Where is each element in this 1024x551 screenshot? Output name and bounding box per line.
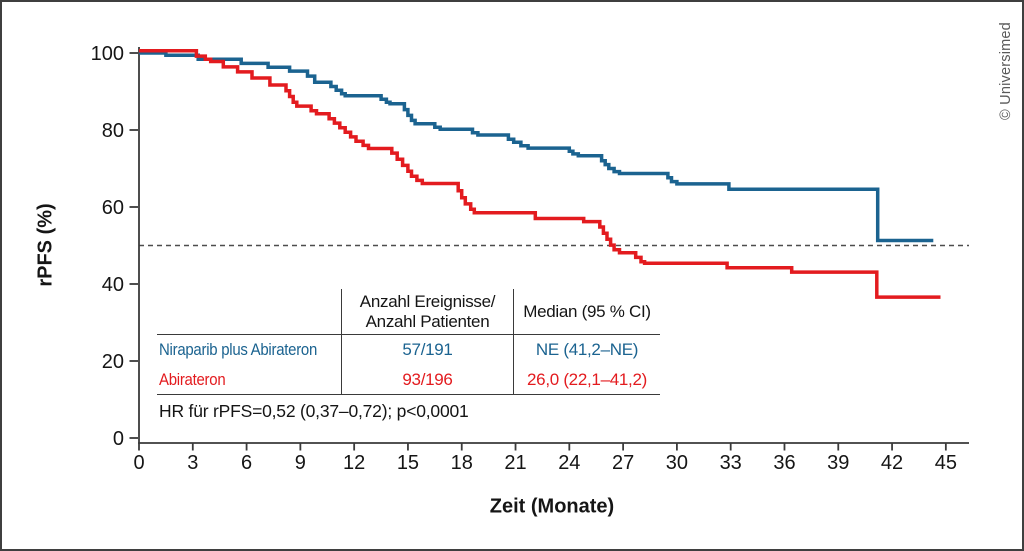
table-header-empty: [157, 289, 341, 335]
x-tick-label: 3: [187, 452, 198, 474]
table-header-events: Anzahl Ereignisse/ Anzahl Patienten: [341, 289, 513, 335]
x-tick-label: 45: [935, 452, 957, 474]
km-curve-abirateron: [139, 48, 941, 299]
table-row-events-abirateron: 93/196: [341, 365, 513, 395]
x-tick-label: 39: [827, 452, 849, 474]
x-tick-label: 36: [773, 452, 795, 474]
x-tick-label: 42: [881, 452, 903, 474]
x-tick-label: 9: [295, 452, 306, 474]
table-header-median: Median (95 % CI): [513, 289, 660, 335]
y-tick-label: 80: [102, 120, 124, 142]
y-tick-label: 100: [91, 43, 124, 65]
x-tick-label: 12: [343, 452, 365, 474]
x-tick-label: 33: [720, 452, 742, 474]
y-tick-label: 0: [113, 428, 124, 450]
table-header-events-line2: Anzahl Patienten: [365, 311, 490, 331]
x-tick-label: 24: [558, 452, 580, 474]
table-row-label-niraparib: Niraparib plus Abirateron: [157, 335, 341, 365]
table-row-median-niraparib: NE (41,2–NE): [513, 335, 660, 365]
copyright-credit: © Universimed: [998, 22, 1014, 120]
summary-table: Anzahl Ereignisse/ Anzahl Patienten Medi…: [157, 289, 660, 395]
x-axis-title: Zeit (Monate): [489, 495, 615, 518]
x-tick-label: 21: [504, 452, 526, 474]
x-tick-label: 6: [241, 452, 252, 474]
x-tick-label: 18: [451, 452, 473, 474]
y-tick-label: 40: [102, 274, 124, 296]
y-tick-label: 20: [102, 351, 124, 373]
x-tick-label: 27: [612, 452, 634, 474]
series-2-label: Abirateron: [159, 369, 226, 389]
table-row-events-niraparib: 57/191: [341, 335, 513, 365]
x-tick-label: 0: [133, 452, 144, 474]
y-axis-title: rPFS (%): [34, 203, 57, 287]
x-tick-label: 15: [397, 452, 419, 474]
table-row-label-abirateron: Abirateron: [157, 365, 341, 395]
x-tick-label: 30: [666, 452, 688, 474]
table-row-median-abirateron: 26,0 (22,1–41,2): [513, 365, 660, 395]
km-curve-niraparib-abirateron: [139, 51, 934, 243]
series-1-label: Niraparib plus Abirateron: [159, 340, 318, 359]
hazard-ratio-footnote: HR für rPFS=0,52 (0,37–0,72); p<0,0001: [159, 401, 469, 421]
table-header-events-line1: Anzahl Ereignisse/: [359, 291, 496, 311]
y-tick-label: 60: [102, 197, 124, 219]
